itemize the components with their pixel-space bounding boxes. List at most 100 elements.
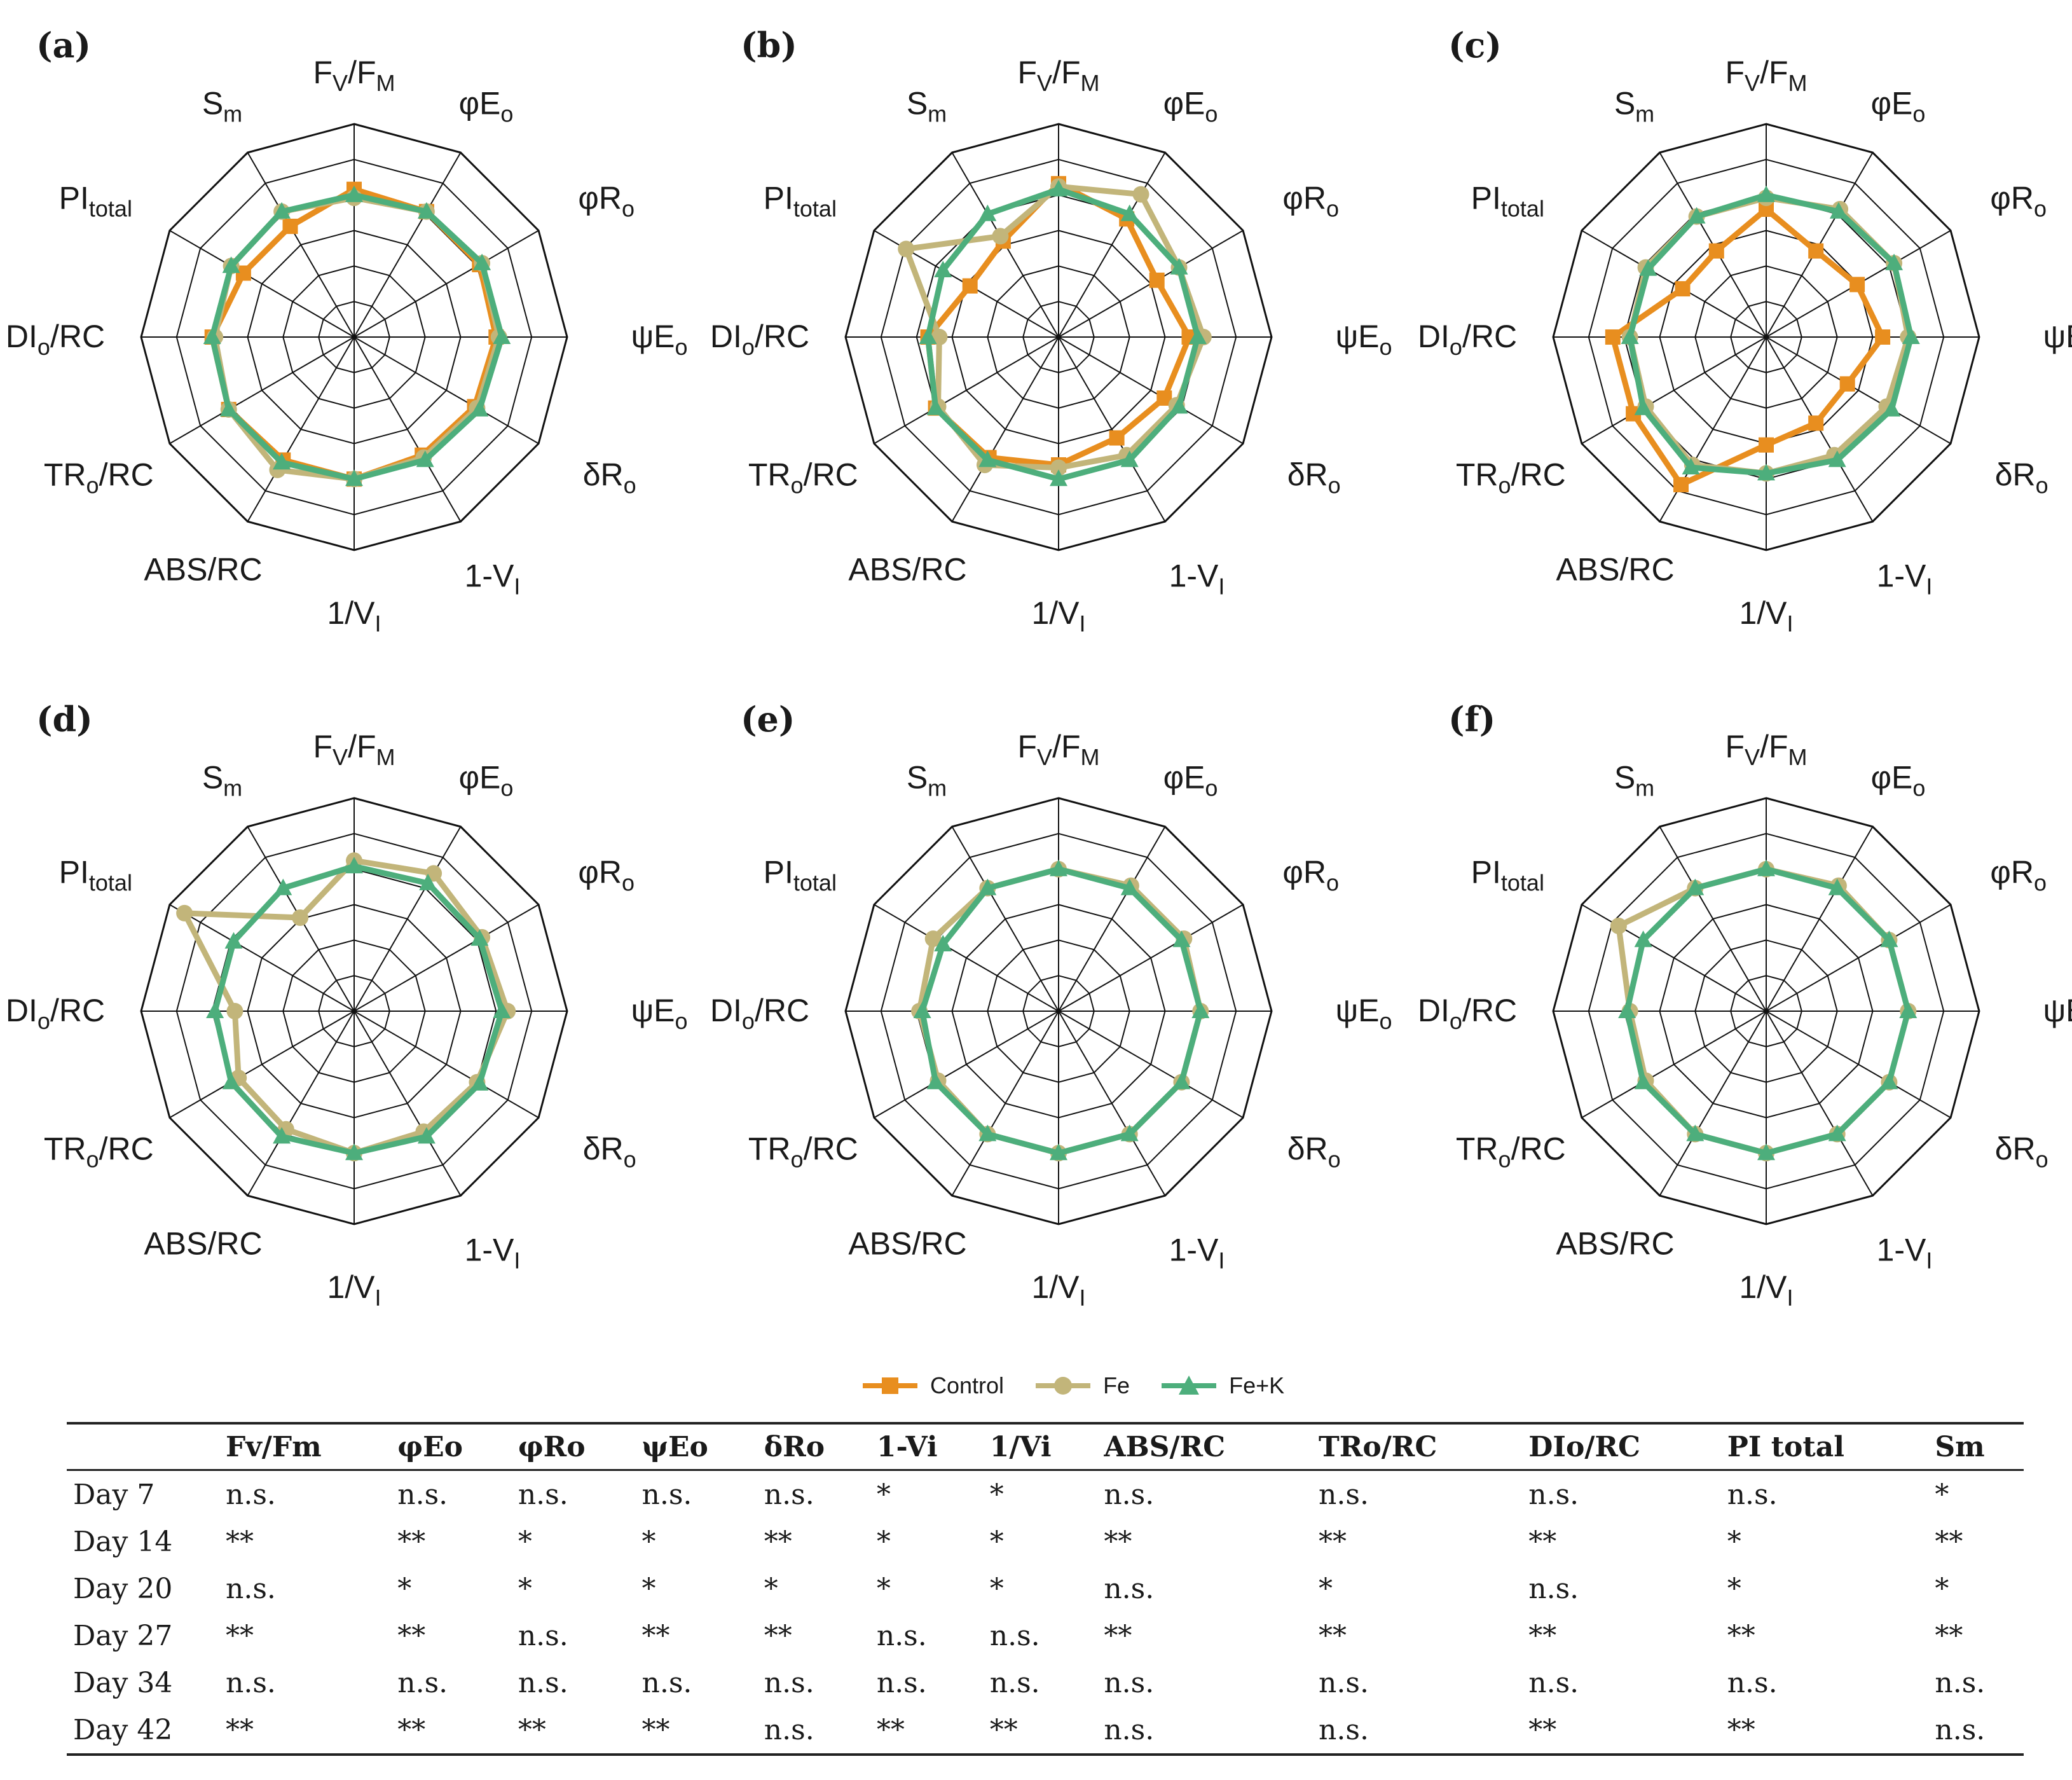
axis-spoke [874,336,1059,445]
table-cell: ** [1104,1525,1132,1558]
axis-label: PItotal [1471,855,1544,896]
axis-label-part: δR [1995,457,2036,493]
axis-label-subscript: o [791,1147,804,1173]
table-cell: n.s. [1528,1666,1579,1699]
data-point-fe-k [1120,1124,1139,1142]
axis-label-part: φE [1163,759,1205,795]
axis-label-part: 1-V [1877,1232,1926,1268]
axis-label-part: /RC [1462,319,1517,354]
axis-spoke [951,1011,1059,1196]
data-point-fe-k [1880,930,1898,948]
data-point-fe-k [1687,207,1706,224]
axis-label: DIo/RC [710,993,809,1034]
axis-spoke [247,152,355,338]
axis-label-part: /F [1760,729,1788,764]
table-cell: n.s. [641,1666,692,1699]
axis-label: φRo [1282,181,1339,222]
axis-label: 1-VI [1877,1232,1933,1274]
axis-label-subscript: o [2034,196,2047,222]
table-cell: ** [1528,1713,1557,1746]
axis-label-part: /F [1052,729,1080,764]
data-point-fe-k [1050,1143,1067,1161]
table-cell: * [397,1572,412,1605]
table-cell: n.s. [1935,1666,1986,1699]
axis-spoke [353,826,462,1012]
data-point-fe-k [222,256,240,273]
significance-table: Fv/Fm φEo φRo ψEo δRo 1-Vi 1/Vi ABS/RC T… [67,1422,2024,1756]
axis-label: DIo/RC [6,993,105,1034]
axis-label: δRo [583,457,636,499]
data-point-fe-k [274,878,292,895]
data-point-fe [924,930,942,948]
data-point-fe-k [219,399,238,417]
data-point-fe-k [1757,859,1775,876]
data-point-control [282,218,298,234]
axis-label: 1/VI [327,1269,381,1311]
data-point-fe-k [1828,878,1846,895]
data-point-fe-k [1621,328,1639,344]
axis-label-subscript: I [1787,1285,1794,1311]
axis-label: PItotal [59,855,132,896]
axis-label-part: φR [1282,181,1326,216]
axis-spoke [169,230,355,338]
axis-label-part: PI [764,181,793,216]
table-row: Day 20 n.s. * * * * * * n.s. * n.s. * * [67,1565,2024,1612]
data-point-control [1675,281,1691,297]
table-cell: ** [1935,1525,1963,1558]
axis-label-part: δR [1995,1131,2036,1167]
table-cell: ** [226,1525,254,1558]
data-point-control [1708,243,1724,259]
axis-label-subscript: m [1635,100,1654,127]
axis-spoke [353,336,539,445]
table-cell: ** [1935,1619,1963,1652]
axis-label-subscript: o [86,1147,99,1173]
table-cell: * [641,1572,656,1605]
axis-label-part: 1/V [1739,1269,1787,1305]
axis-label-part: TR [748,457,791,493]
axis-label-subscript: I [1080,611,1086,637]
axis-label: ψEo [2043,319,2072,360]
axis-label-subscript: M [376,744,395,770]
data-point-fe-k [1885,253,1904,270]
axis-label-part: ABS/RC [848,1226,966,1262]
table-cell: Day 14 [73,1525,173,1558]
axis-label: 1-VI [465,558,521,600]
table-cell: ** [1319,1525,1347,1558]
radar-chart: (b)FV/FMφEoφRoψEoδRo1-VI1/VIABS/RCTRo/RC… [710,25,1392,637]
axis-label-subscript: o [1326,870,1339,896]
table-cell: n.s. [1104,1713,1155,1746]
data-point-fe-k [417,202,436,219]
axis-label-part: TR [44,1131,86,1167]
significance-table-container: Fv/Fm φEo φRo ψEo δRo 1-Vi 1/Vi ABS/RC T… [67,1422,2024,1756]
axis-label-part: 1-V [1169,1232,1219,1268]
table-header: 1-Vi [876,1430,938,1463]
legend-swatch-fe [1036,1377,1091,1395]
axis-label-subscript: o [1450,334,1462,360]
legend: Control Fe Fe+K [861,1372,1284,1399]
axis-label-subscript: M [376,70,395,96]
axis-label-part: ψE [631,993,675,1028]
data-point-fe-k [345,185,363,202]
axis-label-part: ABS/RC [144,552,262,588]
data-point-fe-k [345,857,363,874]
axis-label-part: /F [1760,55,1788,90]
table-row: Day 7 n.s. n.s. n.s. n.s. n.s. * * n.s. … [67,1470,2024,1519]
radar-chart: (a)FV/FMφEoφRoψEoδRo1-VI1/VIABS/RCTRo/RC… [6,25,688,637]
axis-spoke [1058,1011,1166,1196]
data-point-control [1149,272,1165,288]
table-header: φEo [397,1430,463,1463]
axis-label-subscript: I [1926,1248,1932,1274]
axis-label-part: F [1018,729,1038,764]
table-header: φRo [518,1430,586,1463]
axis-label-subscript: o [1450,1008,1462,1034]
axis-label-part: φR [578,181,622,216]
axis-label-part: TR [748,1131,791,1167]
table-cell: * [876,1525,891,1558]
data-point-fe-k [1120,450,1139,467]
data-point-fe-k [1170,258,1188,275]
axis-label: Sm [907,759,947,801]
legend-swatch-fe-k [1162,1376,1217,1395]
radar-chart: (d)FV/FMφEoφRoψEoδRo1-VI1/VIABS/RCTRo/RC… [6,699,688,1311]
axis-label-part: 1/V [1031,1269,1080,1305]
legend-label: Fe [1103,1372,1130,1398]
